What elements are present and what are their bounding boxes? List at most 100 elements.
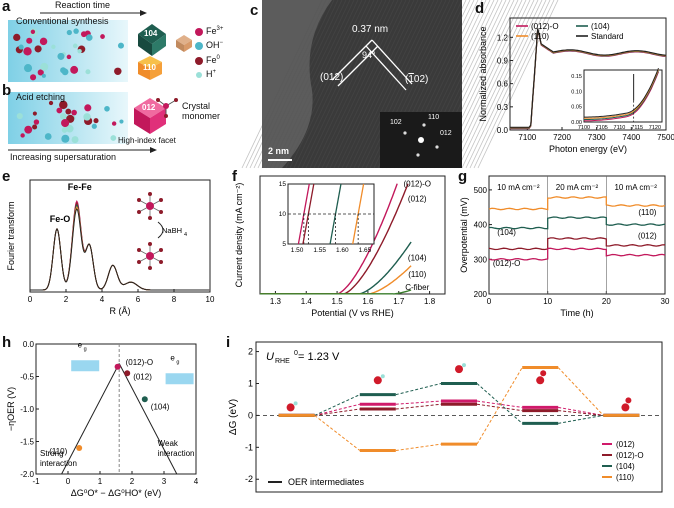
lattice-fringe <box>353 0 435 169</box>
g-series-label: (104) <box>497 228 516 237</box>
panel-g-chart: 0 10 20 30 200 300 400 500 Time (h) Overpotential… <box>459 175 670 318</box>
g-segment-label: 10 mA cm⁻² <box>497 183 540 192</box>
i-connector <box>395 383 442 396</box>
e-plot-frame <box>29 179 211 293</box>
panel-d-chart: 7100 7200 7300 7400 7500 0.0 0.3 0.6 0.9 1.2 Photo… <box>478 17 674 154</box>
fft-102-label: 102 <box>390 119 402 126</box>
particle <box>16 112 23 120</box>
g-xlabel: Time (h) <box>560 308 593 318</box>
particle <box>72 43 78 49</box>
particle <box>119 119 124 124</box>
i-ytick-label: 0 <box>248 410 253 420</box>
h-eg-right-sub: g <box>176 359 179 365</box>
h-eg-left-sub: g <box>84 346 87 352</box>
particle <box>66 54 72 60</box>
particle <box>66 29 72 36</box>
d-legend-label: Standard <box>591 32 623 41</box>
d-xtick-label: 7500 <box>657 133 674 142</box>
e-xtick-label: 0 <box>28 295 33 304</box>
e-xtick-label: 10 <box>206 295 215 304</box>
legend-h-label: H+ <box>206 69 217 79</box>
lattice-fringe <box>309 0 391 169</box>
h-ylabel: −ηOER (V) <box>6 387 16 431</box>
lattice-fringe <box>365 0 447 169</box>
d-inset-ytick-label: 0.10 <box>571 89 582 95</box>
lattice-fringe <box>249 0 331 169</box>
lattice-fringe <box>305 0 387 169</box>
panel-f-label: f <box>232 168 237 185</box>
lattice-fringe <box>461 0 543 169</box>
i-connector <box>314 394 361 416</box>
d-inset-ytick-label: 0.00 <box>571 120 582 126</box>
panel-c-label: c <box>250 2 259 19</box>
lattice-fringe <box>277 0 359 169</box>
supersaturation-label: Increasing supersaturation <box>10 152 117 162</box>
particle <box>77 48 82 54</box>
g-plot-frame <box>488 175 666 295</box>
e-molecule-bottom-icon <box>137 242 163 270</box>
i-connector <box>558 406 604 416</box>
h-point <box>141 396 148 403</box>
g-series-line <box>489 216 666 230</box>
legend-h-dot <box>196 72 202 78</box>
d-xlabel: Photon energy (eV) <box>549 144 627 154</box>
i-connector <box>558 414 604 424</box>
d-inset-xtick-label: 7115 <box>631 125 643 131</box>
d-inset-line <box>584 71 659 122</box>
f-inset-xtick-label: 1.50 <box>291 247 304 254</box>
lattice-fringe <box>285 0 367 169</box>
i-oh-icon <box>286 401 298 412</box>
legend-fe0-label: Fe0 <box>206 55 220 65</box>
lattice-fringe <box>241 0 323 169</box>
f-xtick-label: 1.3 <box>270 297 282 306</box>
lattice-fringe <box>253 0 335 169</box>
plane-102-line <box>371 39 413 85</box>
lattice-fringe <box>257 0 339 169</box>
f-xtick-label: 1.8 <box>424 297 436 306</box>
e-ylabel: Fourier transform <box>6 201 16 270</box>
d-ytick-label: 0.3 <box>497 103 509 112</box>
h-weak-label-1: Weak <box>158 439 179 448</box>
e-series-line <box>30 207 210 291</box>
h-eg-box-right <box>165 373 194 385</box>
h-point-label: (110) <box>49 447 67 456</box>
panel-f-chart: 1.3 1.4 1.5 1.6 1.7 1.8 Potential (V vs RHE) Cu… <box>234 175 446 318</box>
panel-c-hrtem <box>241 0 559 169</box>
lattice-fringe <box>337 0 419 169</box>
legend-oh-dot <box>195 42 203 50</box>
lattice-fringe <box>313 0 395 169</box>
d-inset-xtick-label: 7120 <box>649 125 661 131</box>
legend-oh-label: OH− <box>206 40 224 50</box>
i-legend-label: (104) <box>616 462 635 471</box>
particle <box>23 47 32 56</box>
f-ylabel: Current density (mA cm⁻²) <box>234 183 244 288</box>
crystal-012-label: 012 <box>142 103 156 112</box>
i-ytick-label: 2 <box>248 347 253 357</box>
panel-h-chart: -1 0 1 2 3 4 0.0 -0.5 -1.0 -1.5 -2.0 ΔG⁰O* − ΔG⁰HO*… <box>6 340 199 498</box>
lattice-fringe <box>273 0 355 169</box>
h-ytick-label: 0.0 <box>23 340 35 349</box>
lattice-fringe <box>473 0 555 169</box>
particle <box>83 113 91 121</box>
particle <box>80 31 87 38</box>
i-connector <box>476 400 523 408</box>
f-inset-xtick-label: 1.65 <box>359 247 372 254</box>
h-xtick-label: 1 <box>98 477 103 486</box>
i-ytick-label: -1 <box>245 442 253 452</box>
h-point-label: (104) <box>151 402 170 411</box>
i-title-value: = 1.23 V <box>298 351 340 363</box>
f-series-label: C-fiber <box>405 283 429 292</box>
conventional-synthesis-label: Conventional synthesis <box>16 16 109 26</box>
d-spacing-label: 0.37 nm <box>352 24 389 35</box>
crystal-small-icon <box>176 35 192 52</box>
particle <box>93 118 99 124</box>
crystal-110-label: 110 <box>143 63 156 72</box>
particle <box>20 133 25 138</box>
lattice-fringe <box>293 0 375 169</box>
g-xtick-label: 0 <box>487 297 492 306</box>
lattice-fringe <box>289 0 371 169</box>
g-ytick-label: 500 <box>474 186 488 195</box>
particle <box>30 29 36 34</box>
g-series-line <box>488 247 666 261</box>
d-xtick-label: 7200 <box>553 133 571 142</box>
